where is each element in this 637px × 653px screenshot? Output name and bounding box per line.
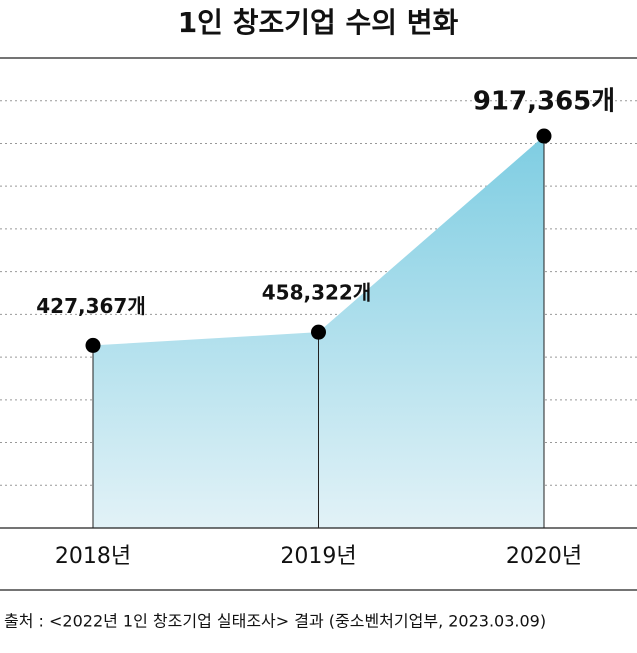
- point: [85, 337, 101, 353]
- x-tick-label: 2020년: [506, 544, 582, 569]
- source-note: 출처 : <2022년 1인 창조기업 실태조사> 결과 (중소벤처기업부, 2…: [4, 612, 546, 631]
- x-tick-label: 2019년: [280, 544, 356, 569]
- x-tick-label: 2018년: [55, 544, 131, 569]
- value-label: 458,322개: [262, 281, 372, 305]
- value-label: 427,367개: [36, 294, 146, 318]
- chart-title: 1인 창조기업 수의 변화: [178, 6, 459, 39]
- area: [93, 136, 544, 528]
- point: [536, 128, 552, 144]
- point: [311, 324, 326, 340]
- value-label: 917,365개: [473, 87, 615, 117]
